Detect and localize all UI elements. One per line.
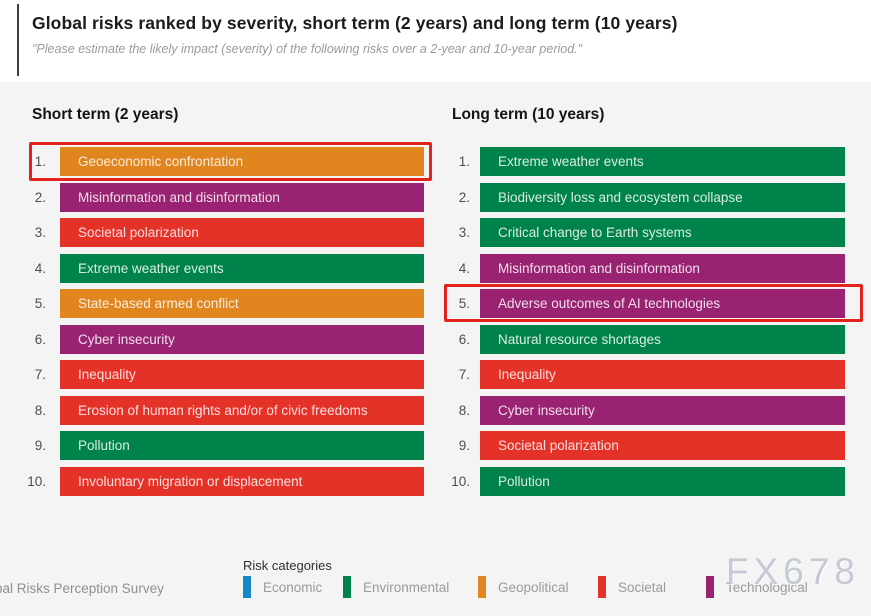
risk-bar: Involuntary migration or displacement [60, 466, 424, 496]
risk-bar: Pollution [480, 466, 845, 496]
long-term-column: 1. Extreme weather events 2. Biodiversit… [424, 147, 845, 502]
rank-label: 8. [458, 402, 470, 418]
geopolitical-color-chip-icon [478, 576, 486, 598]
risk-bar: Pollution [60, 431, 424, 460]
risk-bar: Misinformation and disinformation [60, 182, 424, 212]
legend-item-technological: Technological [706, 576, 808, 598]
legend-label: Societal [618, 579, 667, 595]
environmental-color-chip-icon [343, 576, 351, 598]
header-accent-rule [17, 4, 19, 76]
rank-label: 9. [34, 438, 46, 453]
rank-label: 10. [27, 473, 46, 489]
rank-label: 5. [458, 296, 470, 311]
short-term-row-9: 9. Pollution [0, 431, 424, 460]
societal-color-chip-icon [598, 576, 606, 598]
legend-title: Risk categories [243, 558, 332, 573]
long-term-row-4: 4. Misinformation and disinformation [424, 253, 845, 283]
rank-label: 7. [458, 367, 470, 382]
long-term-row-10: 10. Pollution [424, 466, 845, 496]
risk-bar: Misinformation and disinformation [480, 253, 845, 283]
legend-label: Technological [726, 579, 808, 595]
long-term-row-7: 7. Inequality [424, 360, 845, 389]
risk-bar: Cyber insecurity [60, 324, 424, 354]
legend-item-environmental: Environmental [343, 576, 449, 598]
short-term-row-3: 3. Societal polarization [0, 218, 424, 247]
risk-bar: Extreme weather events [480, 147, 845, 176]
risk-bar: Geoeconomic confrontation [60, 147, 424, 176]
legend-item-geopolitical: Geopolitical [478, 576, 569, 598]
rank-label: 4. [34, 260, 46, 276]
legend-label: Economic [263, 579, 323, 595]
fx678-watermark: FX678 [726, 551, 861, 592]
short-term-row-2: 2. Misinformation and disinformation [0, 182, 424, 212]
risk-bar: Inequality [480, 360, 845, 389]
source-attribution: bal Risks Perception Survey [0, 581, 164, 596]
page-subtitle: "Please estimate the likely impact (seve… [32, 42, 583, 56]
technological-color-chip-icon [706, 576, 714, 598]
long-term-row-6: 6. Natural resource shortages [424, 324, 845, 354]
legend-label: Geopolitical [498, 579, 569, 595]
risk-bar: Cyber insecurity [480, 395, 845, 425]
rank-label: 10. [451, 473, 470, 489]
rank-label: 3. [34, 225, 46, 240]
long-term-row-8: 8. Cyber insecurity [424, 395, 845, 425]
risk-bar: Critical change to Earth systems [480, 218, 845, 247]
legend-label: Environmental [363, 579, 450, 595]
long-term-row-2: 2. Biodiversity loss and ecosystem colla… [424, 182, 845, 212]
rank-label: 6. [458, 331, 470, 347]
long-term-row-1: 1. Extreme weather events [424, 147, 845, 176]
short-term-column: 1. Geoeconomic confrontation 2. Misinfor… [0, 147, 424, 502]
legend-item-economic: Economic [243, 576, 322, 598]
legend-item-societal: Societal [598, 576, 666, 598]
rank-label: 2. [458, 189, 470, 205]
page-title: Global risks ranked by severity, short t… [32, 13, 678, 33]
rank-label: 5. [34, 296, 46, 311]
risk-bar: Societal polarization [480, 431, 845, 460]
short-term-row-6: 6. Cyber insecurity [0, 324, 424, 354]
short-term-column-title: Short term (2 years) [32, 106, 179, 123]
rank-label: 8. [34, 402, 46, 418]
risk-bar: Societal polarization [60, 218, 424, 247]
risk-bar: Erosion of human rights and/or of civic … [60, 395, 424, 425]
risk-bar: Biodiversity loss and ecosystem collapse [480, 182, 845, 212]
rank-label: 1. [34, 154, 46, 169]
economic-color-chip-icon [243, 576, 251, 598]
short-term-row-4: 4. Extreme weather events [0, 253, 424, 283]
risk-bar: Adverse outcomes of AI technologies [480, 289, 845, 318]
long-term-row-3: 3. Critical change to Earth systems [424, 218, 845, 247]
rank-label: 2. [34, 189, 46, 205]
risk-bar: State-based armed conflict [60, 289, 424, 318]
short-term-row-7: 7. Inequality [0, 360, 424, 389]
short-term-row-8: 8. Erosion of human rights and/or of civ… [0, 395, 424, 425]
risk-bar: Inequality [60, 360, 424, 389]
rank-label: 4. [458, 260, 470, 276]
chart-header: Global risks ranked by severity, short t… [0, 0, 871, 82]
risk-bar: Natural resource shortages [480, 324, 845, 354]
short-term-row-5: 5. State-based armed conflict [0, 289, 424, 318]
rank-label: 7. [34, 367, 46, 382]
long-term-row-9: 9. Societal polarization [424, 431, 845, 460]
short-term-row-10: 10. Involuntary migration or displacemen… [0, 466, 424, 496]
rank-label: 1. [458, 154, 470, 169]
long-term-row-5: 5. Adverse outcomes of AI technologies [424, 289, 845, 318]
rank-label: 3. [458, 225, 470, 240]
long-term-column-title: Long term (10 years) [452, 106, 605, 123]
short-term-row-1: 1. Geoeconomic confrontation [0, 147, 424, 176]
rank-label: 9. [458, 438, 470, 453]
rank-label: 6. [34, 331, 46, 347]
risk-bar: Extreme weather events [60, 253, 424, 283]
